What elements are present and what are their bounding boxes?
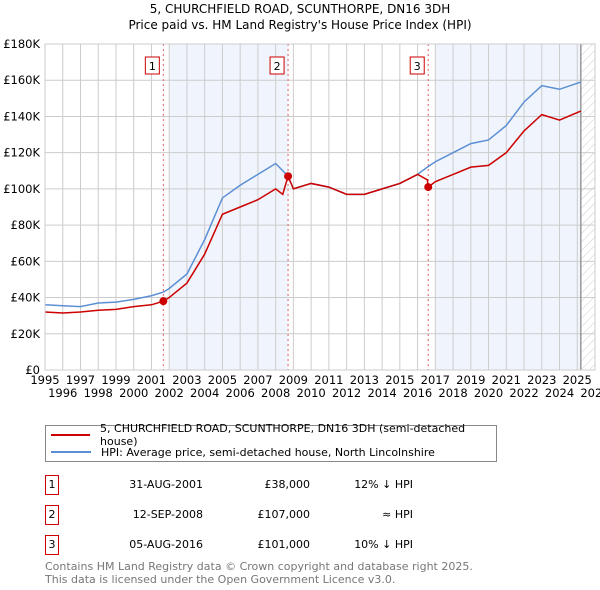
x-tick-label: 2018 (438, 386, 467, 400)
legend: 5, CHURCHFIELD ROAD, SCUNTHORPE, DN16 3D… (45, 422, 497, 462)
footer-licence: This data is licensed under the Open Gov… (45, 573, 396, 586)
sale-date: 31-AUG-2001 (129, 478, 203, 491)
y-tick-label: £140K (3, 109, 40, 123)
sale-number: 2 (45, 505, 59, 525)
sale-hpi: 12% ↓ HPI (354, 478, 413, 491)
sale-row: 1 31-AUG-2001 £38,000 12% ↓ HPI (45, 475, 465, 495)
sale-price: £38,000 (264, 478, 311, 491)
legend-item-hpi: HPI: Average price, semi-detached house,… (46, 444, 435, 460)
sale-point (159, 297, 168, 306)
sale-date: 12-SEP-2008 (132, 508, 203, 521)
x-tick-label: 2021 (492, 373, 521, 387)
x-tick-label: 2001 (137, 373, 166, 387)
x-tick-label: 2008 (261, 386, 290, 400)
x-tick-label: 1997 (66, 373, 95, 387)
plot-area: 1995199619971998199920002001200220032004… (3, 37, 600, 400)
x-tick-label: 2016 (403, 386, 432, 400)
y-tick-label: £100K (3, 182, 40, 196)
forecast-hatch (580, 44, 595, 370)
x-tick-label: 2024 (545, 386, 574, 400)
x-tick-label: 2025 (563, 373, 592, 387)
sale-label-box (144, 56, 160, 75)
x-tick-label: 2026 (580, 386, 600, 400)
y-tick-label: £80K (11, 218, 41, 232)
y-tick-label: £0 (25, 363, 40, 377)
legend-item-property: 5, CHURCHFIELD ROAD, SCUNTHORPE, DN16 3D… (46, 422, 496, 448)
x-tick-label: 2009 (279, 373, 308, 387)
y-tick-label: £160K (3, 73, 40, 87)
x-tick-label: 2013 (350, 373, 379, 387)
chart-subtitle: Price paid vs. HM Land Registry's House … (128, 18, 472, 32)
x-tick-label: 1999 (101, 373, 130, 387)
sale-row: 2 12-SEP-2008 £107,000 ≈ HPI (45, 505, 465, 525)
x-tick-label: 2014 (367, 386, 396, 400)
y-tick-label: £20K (11, 327, 41, 341)
x-tick-label: 2007 (243, 373, 272, 387)
legend-label: HPI: Average price, semi-detached house,… (101, 445, 435, 459)
y-tick-label: £40K (11, 291, 41, 305)
sale-date: 05-AUG-2016 (129, 538, 203, 551)
shaded-period (435, 44, 581, 370)
sale-label-box (269, 56, 285, 75)
x-tick-label: 2023 (527, 373, 556, 387)
sale-label-text: 2 (274, 60, 281, 73)
sale-point (424, 183, 433, 192)
sale-label-text: 1 (149, 60, 156, 73)
sale-price: £101,000 (257, 538, 311, 551)
x-tick-label: 2015 (385, 373, 414, 387)
plot-border (44, 43, 596, 371)
x-tick-label: 2020 (474, 386, 503, 400)
x-tick-label: 2006 (226, 386, 255, 400)
legend-swatch-red (51, 434, 91, 436)
sale-hpi: ≈ HPI (382, 508, 413, 521)
sale-price: £107,000 (257, 508, 311, 521)
y-tick-label: £60K (11, 254, 41, 268)
legend-swatch-blue (51, 451, 91, 453)
x-tick-label: 1996 (48, 386, 77, 400)
sale-row: 3 05-AUG-2016 £101,000 10% ↓ HPI (45, 535, 465, 555)
x-tick-label: 2012 (332, 386, 361, 400)
sale-number: 3 (45, 535, 59, 555)
sale-label-text: 3 (414, 60, 421, 73)
sale-hpi: 10% ↓ HPI (354, 538, 413, 551)
chart-title: 5, CHURCHFIELD ROAD, SCUNTHORPE, DN16 3D… (149, 2, 451, 16)
x-tick-label: 2022 (509, 386, 538, 400)
x-tick-label: 2017 (421, 373, 450, 387)
legend-label: 5, CHURCHFIELD ROAD, SCUNTHORPE, DN16 3D… (100, 422, 466, 448)
x-tick-label: 2019 (456, 373, 485, 387)
x-tick-label: 2005 (208, 373, 237, 387)
x-tick-label: 2011 (314, 373, 343, 387)
price-paid-line (44, 110, 582, 314)
shaded-period (169, 44, 289, 370)
x-tick-label: 1995 (30, 373, 59, 387)
x-tick-label: 2003 (172, 373, 201, 387)
x-tick-label: 2010 (296, 386, 325, 400)
sale-number: 1 (45, 475, 59, 495)
x-tick-label: 2002 (155, 386, 184, 400)
y-tick-label: £120K (3, 146, 40, 160)
sale-label-box (409, 56, 425, 75)
x-tick-label: 1998 (84, 386, 113, 400)
x-tick-label: 2000 (119, 386, 148, 400)
sale-point (284, 172, 293, 181)
y-tick-label: £180K (3, 37, 40, 51)
footer-copyright: Contains HM Land Registry data © Crown c… (45, 560, 473, 573)
x-tick-label: 2004 (190, 386, 219, 400)
